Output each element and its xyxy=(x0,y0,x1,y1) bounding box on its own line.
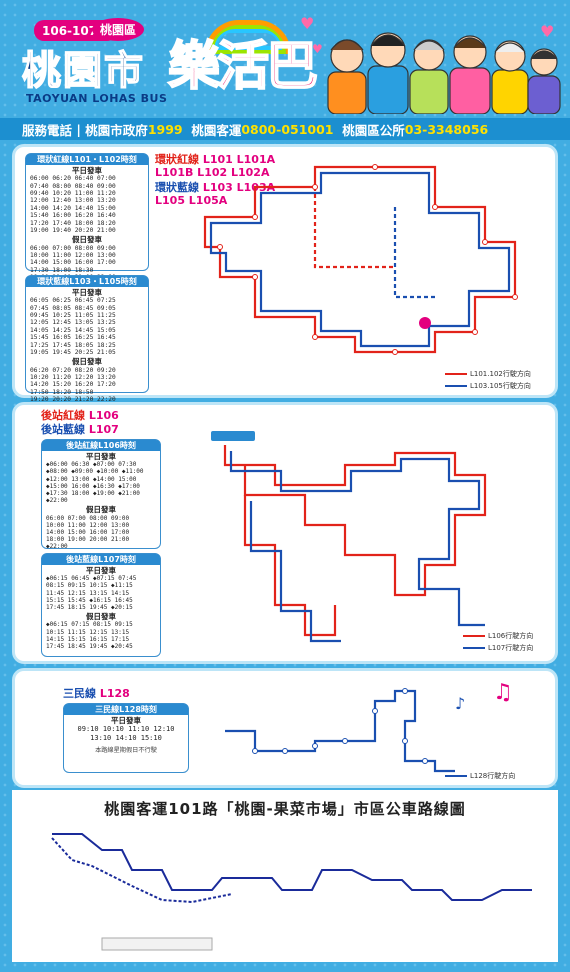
weekday-heading: 平日發車 xyxy=(86,566,116,576)
timetable-note: 本路線星期假日不行駛 xyxy=(95,747,157,755)
legend-red: L106行駛方向 xyxy=(463,631,533,641)
heart-icon: ♥ xyxy=(540,22,555,41)
holiday-times: 06:20 07:20 08:20 09:20 10:20 11:20 12:2… xyxy=(30,366,116,404)
blue-loop-routes: 環狀藍線 L103 L103A L105 L105A xyxy=(155,181,283,207)
route-label: 後站紅線 xyxy=(41,409,85,422)
loop-routes-panel: 環狀紅線L101・L102時刻 平日發車 06:00 06:20 06:40 0… xyxy=(12,144,558,403)
route-number: L106 xyxy=(88,409,119,422)
route-label: 環狀紅線 xyxy=(155,153,199,166)
bus-company-phone: 0800-051001 xyxy=(241,121,334,137)
service-label: 服務電話 xyxy=(22,122,73,138)
logo-english: TAOYUAN LOHAS BUS xyxy=(26,92,168,105)
district-badge: 桃園區 xyxy=(92,18,145,41)
heart-icon: ♥ xyxy=(312,42,323,56)
l128-title: 三民線 L128 xyxy=(63,687,130,700)
weekday-heading: 平日發車 xyxy=(72,166,102,176)
heart-icon: ♥ xyxy=(300,14,315,33)
red-loop-timetable: 環狀紅線L101・L102時刻 平日發車 06:00 06:20 06:40 0… xyxy=(25,153,149,281)
route101-map: 桃園客運101路「桃園-果菜市場」市區公車路線圖 xyxy=(12,790,558,962)
logo-city: 桃園市 xyxy=(21,48,146,95)
loop-route-map xyxy=(203,164,518,355)
route-number: L107 xyxy=(88,423,119,436)
blue-route-title: 後站藍線 L107 xyxy=(41,423,119,436)
gov-phone: 1999 xyxy=(147,121,183,137)
contact-bar: 服務電話 | 桃園市政府 1999 桃園客運 0800-051001 桃園區公所… xyxy=(0,118,570,140)
timetable-title: 三民線L128時刻 xyxy=(64,704,188,716)
music-note-icon: ♫ xyxy=(493,680,513,705)
holiday-times: 06:00 07:00 08:00 09:00 10:00 11:00 12:0… xyxy=(46,514,130,551)
separator: | xyxy=(72,121,86,137)
l107-timetable: 後站藍線L107時刻 平日發車 ◆06:15 06:45 ◆07:15 07:4… xyxy=(41,553,161,657)
route101-title: 桃園客運101路「桃園-果菜市場」市區公車路線圖 xyxy=(104,800,466,818)
spacer xyxy=(334,122,343,137)
legend-red: L101.102行駛方向 xyxy=(445,369,531,379)
bus-company-label: 桃園客運 xyxy=(191,122,242,138)
back-station-panel: 後站紅線 L106 後站藍線 L107 後站紅線L106時刻 平日發車 ◆06:… xyxy=(12,402,558,664)
holiday-heading: 假日發車 xyxy=(72,357,102,367)
district-office-phone: 03-3348056 xyxy=(404,121,489,137)
legend-l128: L128行駛方向 xyxy=(445,771,515,781)
weekday-times: 06:05 06:25 06:45 07:25 07:45 08:05 08:4… xyxy=(30,297,116,357)
blue-loop-timetable: 環狀藍線L103・L105時刻 平日發車 06:05 06:25 06:45 0… xyxy=(25,275,149,403)
route-label: 三民線 xyxy=(63,687,96,700)
back-station-route-map xyxy=(211,431,487,643)
weekday-times: ◆06:15 06:45 ◆07:15 07:45 08:15 09:15 10… xyxy=(46,575,137,611)
start-stop-marker xyxy=(211,431,255,441)
train-station-icon xyxy=(419,317,431,329)
timetable-title: 環狀紅線L101・L102時刻 xyxy=(26,154,148,166)
l128-route-map: ♫ ♪ xyxy=(225,680,513,773)
route-numbers: L101 L101A L101B L102 L102A xyxy=(155,153,276,179)
weekday-times: 09:10 10:10 11:10 12:10 13:10 14:10 15:1… xyxy=(77,725,175,743)
timetable-title: 後站紅線L106時刻 xyxy=(42,440,160,452)
district-office-label: 桃園區公所 xyxy=(342,122,405,138)
timetable-title: 環狀藍線L103・L105時刻 xyxy=(26,276,148,288)
spacer xyxy=(183,122,192,137)
weekday-heading: 平日發車 xyxy=(86,452,116,462)
route-number: L128 xyxy=(99,687,130,700)
legend-blue: L107行駛方向 xyxy=(463,643,533,653)
red-route-title: 後站紅線 L106 xyxy=(41,409,119,422)
legend-blue: L103.105行駛方向 xyxy=(445,381,531,391)
logo-bus-name: 樂活巴 xyxy=(167,36,319,98)
holiday-heading: 假日發車 xyxy=(72,235,102,245)
map-legend-box xyxy=(101,937,213,951)
header: 106-107年 桃園區 桃園市 樂活巴 TAOYUAN LOHAS BUS ♥… xyxy=(0,0,570,118)
red-loop-routes: 環狀紅線 L101 L101A L101B L102 L102A xyxy=(155,153,285,179)
gov-label: 桃園市政府 xyxy=(85,122,148,138)
route-numbers: L103 L103A L105 L105A xyxy=(155,181,276,207)
holiday-heading: 假日發車 xyxy=(86,612,116,622)
timetable-title: 後站藍線L107時刻 xyxy=(42,554,160,566)
weekday-heading: 平日發車 xyxy=(72,288,102,298)
family-illustration xyxy=(327,32,561,114)
sanmin-panel: 三民線 L128 三民線L128時刻 平日發車 09:10 10:10 11:1… xyxy=(12,668,558,788)
holiday-heading: 假日發車 xyxy=(86,505,116,515)
holiday-times: ◆06:15 07:15 08:15 09:15 10:15 11:15 12:… xyxy=(46,621,133,650)
l128-timetable: 三民線L128時刻 平日發車 09:10 10:10 11:10 12:10 1… xyxy=(63,703,189,773)
weekday-times: 06:00 06:20 06:40 07:00 07:40 08:00 08:4… xyxy=(30,175,116,235)
l106-timetable: 後站紅線L106時刻 平日發車 ◆06:00 06:30 ◆07:00 07:3… xyxy=(41,439,161,551)
route-label: 後站藍線 xyxy=(41,423,85,436)
route101-map-drawing xyxy=(51,833,532,951)
music-note-icon: ♪ xyxy=(455,694,465,713)
route-label: 環狀藍線 xyxy=(155,181,199,194)
weekday-times: ◆06:00 06:30 ◆07:00 07:30 ◆08:00 ◆09:00 … xyxy=(46,461,144,505)
weekday-heading: 平日發車 xyxy=(111,716,141,726)
